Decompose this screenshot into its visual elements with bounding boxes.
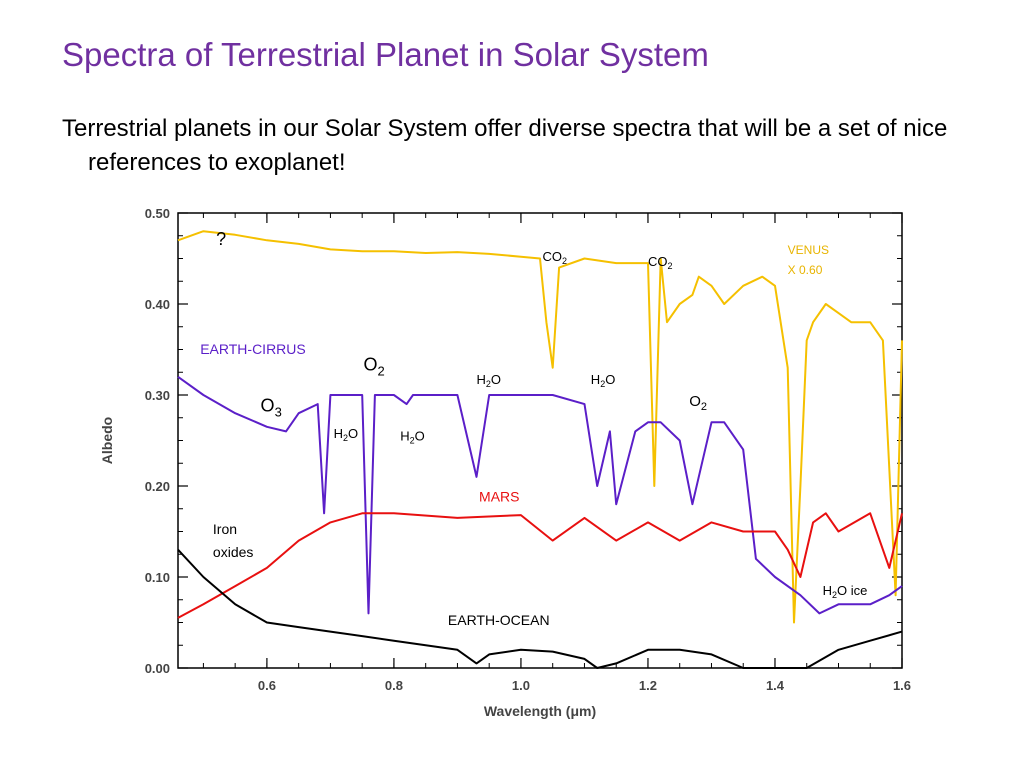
series-line-mars [177, 512, 903, 619]
chart-annotation: EARTH-CIRRUS [200, 341, 306, 357]
albedo-spectra-chart: 0.6 0.8 1.0 1.2 1.4 1.6 0.00 0.10 0.20 0.30 0.40 0.… [99, 206, 911, 719]
y-tick-label: 0.00 [145, 661, 170, 676]
chart-axes: 0.6 0.8 1.0 1.2 1.4 1.6 0.00 0.10 0.20 0.30 0.40 0.… [99, 206, 911, 719]
y-tick-label: 0.10 [145, 570, 170, 585]
x-tick-label: 1.4 [766, 678, 785, 693]
series-line-earth-ocean [177, 549, 903, 669]
chart-annotation: CO2 [543, 249, 568, 266]
series-line-earth-cirrus [177, 375, 903, 615]
x-tick-label: 1.6 [893, 678, 911, 693]
y-tick-label: 0.20 [145, 479, 170, 494]
chart-annotation: VENUS [788, 243, 829, 257]
slide-title: Spectra of Terrestrial Planet in Solar S… [62, 36, 709, 73]
x-tick-label: 0.8 [385, 678, 403, 693]
y-tick-label: 0.40 [145, 297, 170, 312]
chart-annotation: ? [216, 229, 226, 249]
chart-series [177, 230, 903, 669]
chart-annotation: H2O ice [823, 583, 868, 600]
y-tick-label: 0.30 [145, 388, 170, 403]
chart-annotation: X 0.60 [788, 263, 823, 277]
series-line-venus-x-0-60 [177, 230, 903, 624]
slide-body-text: Terrestrial planets in our Solar System … [62, 115, 948, 176]
x-tick-label: 0.6 [258, 678, 276, 693]
y-axis-title: Albedo [99, 417, 115, 464]
chart-annotation: O3 [261, 395, 282, 419]
chart-annotation: CO2 [648, 254, 673, 271]
y-tick-label: 0.50 [145, 206, 170, 221]
chart-annotations: ? CO2 CO2 VENUS X 0.60 EARTH-CIRRUS O2 O3 H2O H2O… [200, 229, 867, 628]
x-axis-title: Wavelength (μm) [484, 703, 596, 719]
chart-annotation: H2O [334, 426, 359, 443]
chart-annotation: H2O [591, 372, 616, 389]
chart-annotation: oxides [213, 544, 253, 560]
x-tick-label: 1.0 [512, 678, 530, 693]
chart-annotation: H2O [476, 372, 501, 389]
chart-annotation: O2 [363, 354, 384, 378]
chart-annotation: O2 [689, 393, 707, 413]
chart-annotation: H2O [400, 429, 425, 446]
chart-annotation: MARS [479, 488, 519, 504]
chart-annotation: EARTH-OCEAN [448, 612, 550, 628]
x-tick-label: 1.2 [639, 678, 657, 693]
chart-annotation: Iron [213, 521, 237, 537]
